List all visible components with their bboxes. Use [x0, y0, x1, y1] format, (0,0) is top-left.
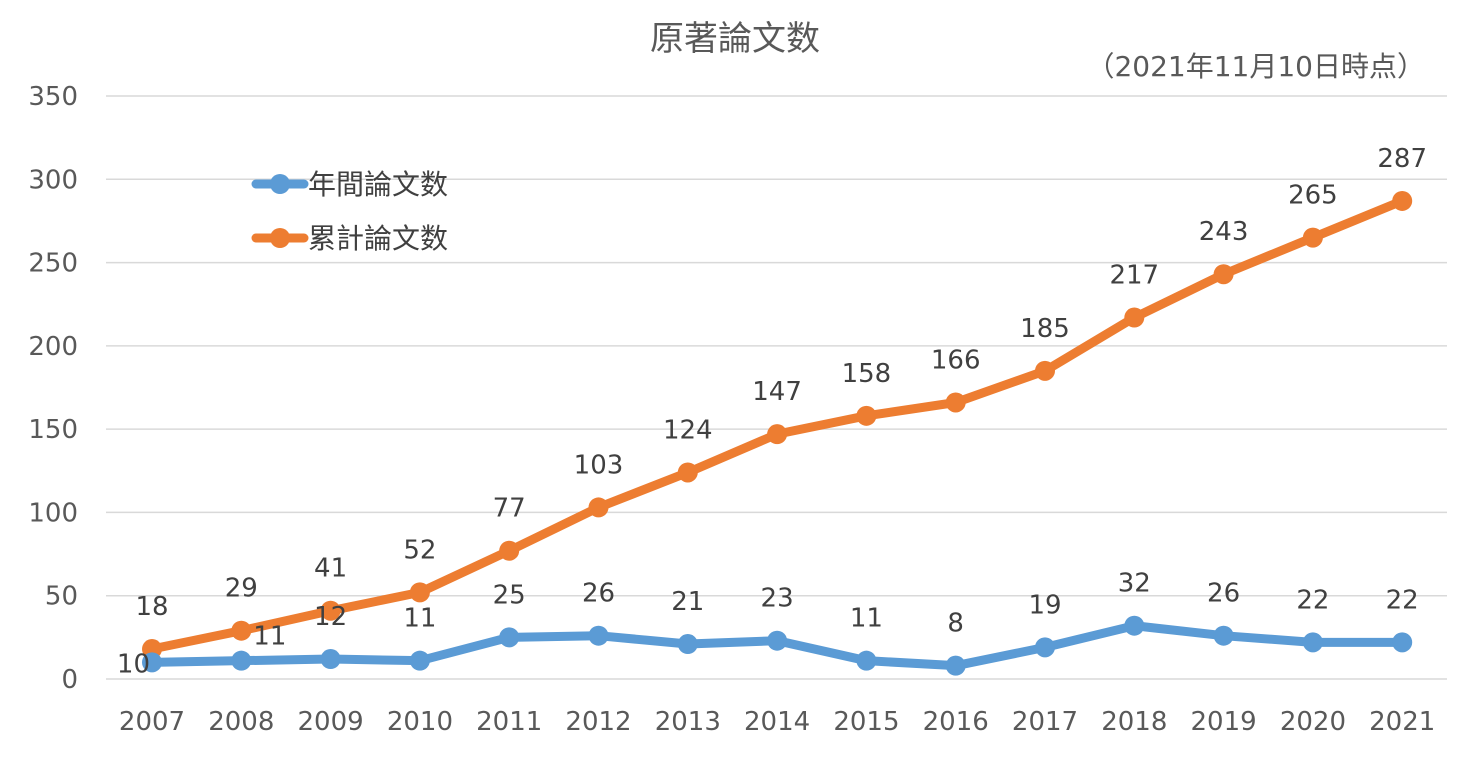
data-label: 11 [253, 622, 286, 652]
x-tick-label: 2015 [833, 707, 899, 737]
x-tick-label: 2008 [208, 707, 274, 737]
data-point [1392, 190, 1413, 211]
data-label: 11 [403, 604, 436, 634]
x-tick-label: 2019 [1191, 707, 1257, 737]
y-tick-label: 50 [45, 582, 78, 612]
data-point [945, 655, 966, 676]
y-tick-label: 0 [61, 665, 78, 695]
data-point [677, 634, 698, 655]
x-tick-label: 2020 [1280, 707, 1346, 737]
data-point [409, 582, 430, 603]
data-label: 11 [850, 604, 883, 634]
legend-label: 年間論文数 [308, 168, 448, 201]
x-tick-label: 2021 [1369, 707, 1435, 737]
data-label: 18 [135, 592, 168, 622]
data-point [1213, 625, 1234, 646]
legend-marker [270, 174, 290, 194]
data-label: 26 [1207, 579, 1240, 609]
x-tick-label: 2016 [923, 707, 989, 737]
x-tick-label: 2010 [387, 707, 453, 737]
legend-label: 累計論文数 [308, 222, 448, 255]
data-label: 19 [1028, 590, 1061, 620]
data-label: 147 [752, 377, 802, 407]
data-label: 12 [314, 602, 347, 632]
data-label: 124 [663, 415, 713, 445]
data-point [320, 600, 341, 621]
y-tick-label: 200 [28, 332, 78, 362]
data-point [1124, 307, 1145, 328]
x-tick-label: 2009 [298, 707, 364, 737]
data-point [588, 497, 609, 518]
data-label: 41 [314, 554, 347, 584]
data-labels: 18 29 41 52 77 103 124 147 158 166 185 217 243 265 287… [117, 144, 1427, 679]
data-label: 23 [761, 584, 794, 614]
x-tick-label: 2018 [1101, 707, 1167, 737]
data-label: 103 [574, 450, 624, 480]
data-point [1035, 637, 1055, 658]
data-point [409, 650, 430, 671]
data-label: 32 [1118, 569, 1151, 599]
data-point [1302, 227, 1323, 248]
data-point [142, 652, 162, 673]
y-tick-label: 350 [28, 82, 78, 112]
data-point [231, 650, 252, 671]
y-tick-label: 250 [28, 249, 78, 279]
grid [106, 95, 1447, 680]
x-tick-label: 2012 [565, 707, 631, 737]
data-label: 52 [403, 535, 436, 565]
data-label: 29 [225, 574, 258, 604]
data-label: 26 [582, 579, 615, 609]
data-label: 265 [1288, 181, 1338, 211]
x-tick-label: 2011 [476, 707, 542, 737]
data-label: 243 [1199, 217, 1249, 247]
data-point [1124, 615, 1145, 636]
data-point [320, 649, 341, 670]
data-label: 166 [931, 345, 981, 375]
x-tick-label: 2013 [655, 707, 721, 737]
y-axis: 0 50 100 150 200 250 300 350 [28, 82, 78, 695]
data-point [677, 462, 698, 483]
data-label: 8 [947, 609, 964, 639]
chart-title: 原著論文数 [650, 19, 820, 59]
data-label: 25 [493, 580, 526, 610]
data-label: 77 [493, 494, 526, 524]
series-group [142, 190, 1413, 676]
data-label: 22 [1386, 585, 1419, 615]
data-point [1392, 632, 1413, 653]
legend-marker [270, 228, 290, 248]
data-label: 158 [842, 359, 892, 389]
data-label: 21 [671, 587, 704, 617]
data-point [1302, 632, 1323, 653]
y-tick-label: 100 [28, 498, 78, 528]
data-label: 217 [1109, 261, 1159, 291]
data-label: 10 [117, 649, 150, 679]
data-point [1035, 360, 1055, 381]
data-point [767, 630, 788, 651]
y-tick-label: 300 [28, 165, 78, 195]
x-axis: 2007 2008 2009 2010 2011 2012 2013 2014 2015 2016… [119, 707, 1435, 737]
data-point [1213, 264, 1234, 285]
data-point [588, 625, 609, 646]
data-label: 22 [1296, 585, 1329, 615]
x-tick-label: 2007 [119, 707, 185, 737]
data-point [231, 620, 252, 641]
data-point [767, 424, 788, 445]
chart-note: （2021年11月10日時点） [1086, 50, 1425, 83]
y-tick-label: 150 [28, 415, 78, 445]
data-label: 287 [1377, 144, 1427, 174]
data-point [856, 405, 877, 426]
data-point [945, 392, 966, 413]
x-tick-label: 2017 [1012, 707, 1078, 737]
data-point [856, 650, 877, 671]
data-point [499, 540, 520, 561]
data-point [499, 627, 520, 648]
x-tick-label: 2014 [744, 707, 810, 737]
data-label: 185 [1020, 314, 1070, 344]
